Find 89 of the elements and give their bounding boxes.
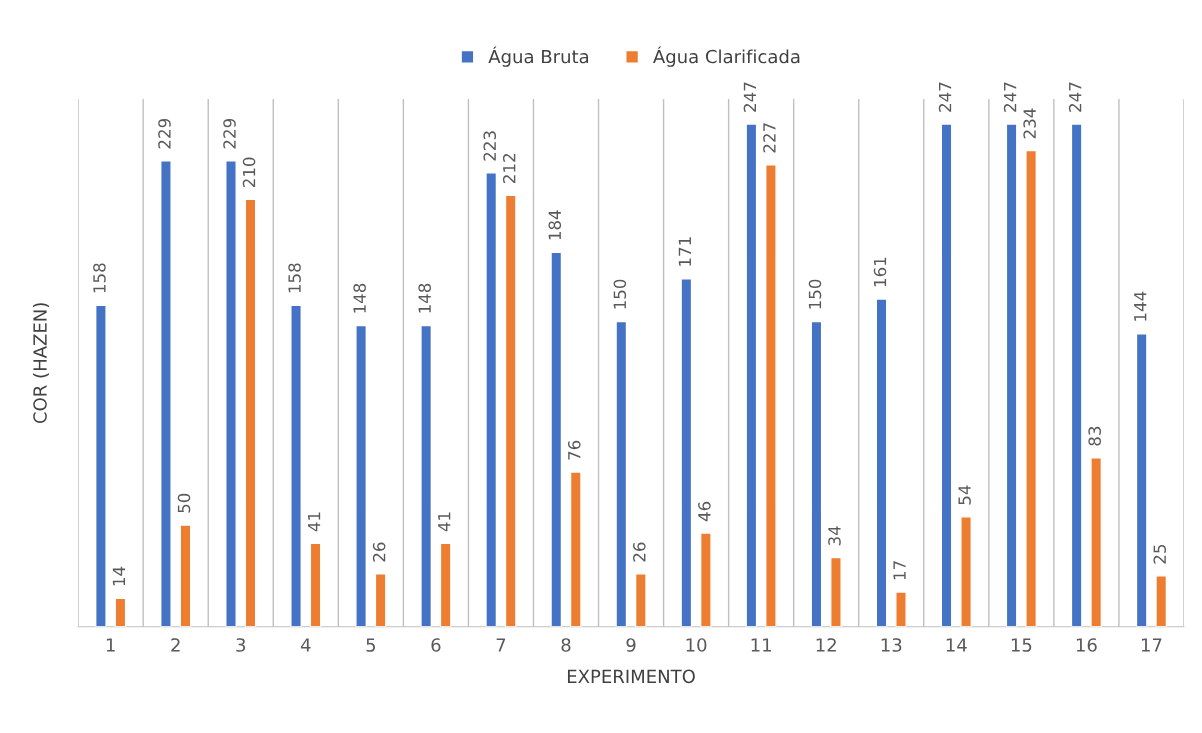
legend-label: Água Bruta xyxy=(488,46,589,67)
data-label: 144 xyxy=(1134,291,1147,321)
x-tick-label: 7 xyxy=(496,638,506,652)
data-label: 83 xyxy=(1088,426,1101,446)
bar xyxy=(1070,123,1083,627)
x-tick-label: 15 xyxy=(1011,638,1032,652)
x-tick-label: 10 xyxy=(686,638,707,652)
data-label: 41 xyxy=(308,512,321,532)
bar xyxy=(225,160,237,627)
data-label: 41 xyxy=(438,512,451,532)
data-label: 247 xyxy=(1003,82,1017,112)
data-label: 161 xyxy=(873,257,887,287)
data-label: 76 xyxy=(567,440,581,460)
data-label: 227 xyxy=(763,123,776,153)
bar xyxy=(1155,575,1168,627)
data-label: 158 xyxy=(93,263,106,293)
data-label: 34 xyxy=(828,526,841,546)
bar xyxy=(244,198,257,627)
data-label: 229 xyxy=(158,118,171,149)
x-tick-label: 3 xyxy=(236,638,246,652)
data-label: 210 xyxy=(242,157,256,188)
bar xyxy=(1025,149,1038,627)
x-tick-label: 4 xyxy=(300,638,311,652)
data-label: 150 xyxy=(808,279,822,309)
data-label: 46 xyxy=(698,501,711,522)
bar xyxy=(94,304,107,627)
bar xyxy=(745,123,758,627)
x-tick-label: 6 xyxy=(431,638,441,652)
data-label: 148 xyxy=(418,283,431,313)
data-label: 158 xyxy=(288,263,301,293)
data-label: 171 xyxy=(678,237,691,266)
bar xyxy=(940,123,953,627)
data-label: 50 xyxy=(177,493,191,513)
data-label: 223 xyxy=(483,131,497,161)
bar xyxy=(374,573,387,627)
x-tick-label: 2 xyxy=(171,638,180,652)
bar xyxy=(309,542,322,627)
x-tick-label: 16 xyxy=(1076,638,1097,652)
bar xyxy=(960,516,972,627)
data-label: 234 xyxy=(1023,108,1036,139)
bar xyxy=(1005,123,1018,627)
data-label: 184 xyxy=(548,210,562,240)
bar xyxy=(1135,332,1148,627)
data-label: 247 xyxy=(1068,82,1082,112)
x-tick-label: 12 xyxy=(816,638,836,652)
bar xyxy=(504,194,517,627)
x-axis-title: EXPERIMENTO xyxy=(567,669,695,684)
x-tick-label: 9 xyxy=(626,638,636,652)
bar xyxy=(634,573,647,627)
x-tick-label: 13 xyxy=(881,638,902,652)
data-label: 150 xyxy=(613,279,627,309)
bar xyxy=(830,556,842,627)
data-label: 17 xyxy=(893,561,906,580)
bar xyxy=(550,251,563,627)
bar xyxy=(1090,457,1103,627)
legend-label: Água Clarificada xyxy=(653,46,800,67)
data-label: 26 xyxy=(372,542,386,562)
bar xyxy=(875,298,888,627)
bar xyxy=(160,160,172,627)
x-tick-label: 11 xyxy=(751,638,771,652)
data-label: 14 xyxy=(112,566,126,586)
x-tick-label: 8 xyxy=(561,638,571,652)
bar xyxy=(439,542,452,627)
data-label: 212 xyxy=(502,154,516,183)
data-label: 247 xyxy=(938,82,952,112)
bar xyxy=(699,532,712,627)
bar xyxy=(355,324,367,627)
x-tick-label: 5 xyxy=(366,638,376,652)
bar xyxy=(680,278,693,627)
data-label: 25 xyxy=(1153,544,1167,564)
data-label: 247 xyxy=(743,82,756,112)
bar xyxy=(895,591,907,627)
y-axis-title: COR (HAZEN) xyxy=(32,303,49,424)
bar xyxy=(420,324,433,627)
bar xyxy=(765,164,777,627)
bar xyxy=(179,524,192,627)
bar xyxy=(615,320,628,627)
bar xyxy=(485,172,498,627)
bar xyxy=(114,597,127,627)
data-label: 148 xyxy=(353,283,366,313)
data-label: 26 xyxy=(633,542,646,562)
data-label: 54 xyxy=(958,485,971,505)
x-tick-label: 14 xyxy=(946,638,967,652)
bar xyxy=(810,320,823,627)
x-tick-label: 17 xyxy=(1141,638,1162,652)
x-tick-label: 1 xyxy=(106,638,115,652)
bar xyxy=(569,471,582,627)
bar xyxy=(290,304,302,627)
data-label: 229 xyxy=(223,118,236,149)
